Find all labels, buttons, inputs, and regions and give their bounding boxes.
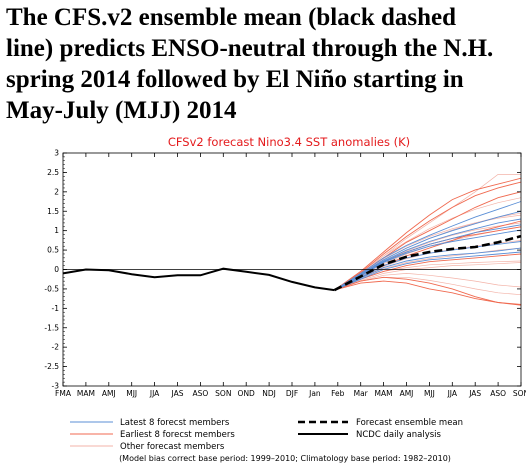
y-tick-label: -2.5	[44, 362, 59, 371]
headline: The CFS.v2 ensemble mean (black dashed l…	[6, 2, 522, 126]
y-tick-label: -1	[52, 304, 60, 313]
latest-member-line	[334, 201, 522, 291]
observed-line	[62, 267, 335, 292]
x-tick-label: FMA	[55, 389, 72, 398]
y-tick-label: -1.5	[44, 323, 59, 332]
x-tick-label: OND	[238, 389, 256, 398]
y-tick-label: -0.5	[44, 284, 59, 293]
x-tick-label: Feb	[331, 389, 345, 398]
x-tick-label: JJA	[149, 389, 160, 398]
y-tick-label: 3	[54, 149, 59, 158]
x-tick-label: AMJ	[400, 389, 414, 398]
x-tick-label: SON	[215, 389, 231, 398]
legend-other-label: Other forecast members	[120, 442, 225, 452]
legend-mean-label: Forecast ensemble mean	[356, 418, 463, 428]
latest-member-line	[334, 247, 522, 291]
earliest-member-line	[334, 253, 522, 291]
x-tick-label: SON	[513, 389, 526, 398]
x-tick-label: JAS	[468, 389, 481, 398]
main-lines	[62, 234, 522, 292]
headline-line-3: spring 2014 followed by El Niño starting…	[6, 66, 464, 93]
footnote: (Model bias correct base period: 1999–20…	[119, 454, 451, 463]
x-tick-label: MJJ	[424, 389, 435, 398]
x-tick-label: DJF	[286, 389, 298, 398]
y-tick-label: -2	[52, 343, 60, 352]
earliest-member-line	[334, 177, 522, 291]
other-member-line	[334, 197, 522, 291]
ensemble-mean-line	[333, 234, 522, 292]
y-axis: -3 -2.5 -2 -1.5 -1 -0.5 0 0.5 1 1.5 2 2.5 3	[44, 149, 521, 391]
x-tick-label: Mar	[354, 389, 369, 398]
x-tick-label: Jan	[308, 389, 321, 398]
legend-latest-label: Latest 8 forecst members	[120, 418, 230, 428]
forecast-members	[334, 174, 522, 306]
other-member-line	[334, 262, 522, 291]
y-tick-label: 0.5	[47, 246, 59, 255]
x-tick-label: ASO	[193, 389, 209, 398]
x-axis: FMA MAM AMJ MJJ JJA JAS ASO SON OND NDJ DJF Jan Feb M…	[55, 153, 526, 398]
x-tick-label: JJA	[447, 389, 458, 398]
earliest-member-line	[334, 280, 522, 306]
y-tick-label: 2	[54, 187, 59, 196]
headline-line-2: line) predicts ENSO-neutral through the …	[6, 35, 494, 62]
latest-member-line	[334, 251, 522, 291]
y-tick-label: 1.5	[47, 207, 59, 216]
x-tick-label: MAM	[375, 389, 393, 398]
headline-line-4: May-July (MJJ) 2014	[6, 97, 237, 124]
y-tick-label: 1	[54, 226, 59, 235]
other-member-line	[334, 273, 522, 291]
x-tick-label: MAM	[77, 389, 95, 398]
chart-title: CFSv2 forecast Nino3.4 SST anomalies (K)	[168, 135, 410, 149]
y-tick-label: 2.5	[47, 168, 59, 177]
x-tick-label: AMJ	[102, 389, 116, 398]
x-tick-label: ASO	[490, 389, 506, 398]
legend-observed-label: NCDC daily analysis	[356, 430, 442, 440]
legend-earliest-label: Earliest 8 forecst members	[120, 430, 235, 440]
headline-line-1: The CFS.v2 ensemble mean (black dashed	[6, 4, 457, 31]
x-tick-label: JAS	[171, 389, 184, 398]
legend: Latest 8 forecst members Earliest 8 fore…	[70, 418, 463, 452]
latest-member-line	[334, 224, 522, 291]
earliest-member-line	[334, 276, 522, 305]
x-tick-label: MJJ	[126, 389, 137, 398]
y-tick-label: -3	[52, 382, 60, 391]
x-tick-label: NDJ	[262, 389, 276, 398]
y-tick-label: 0	[54, 265, 59, 274]
earliest-member-line	[334, 181, 522, 291]
